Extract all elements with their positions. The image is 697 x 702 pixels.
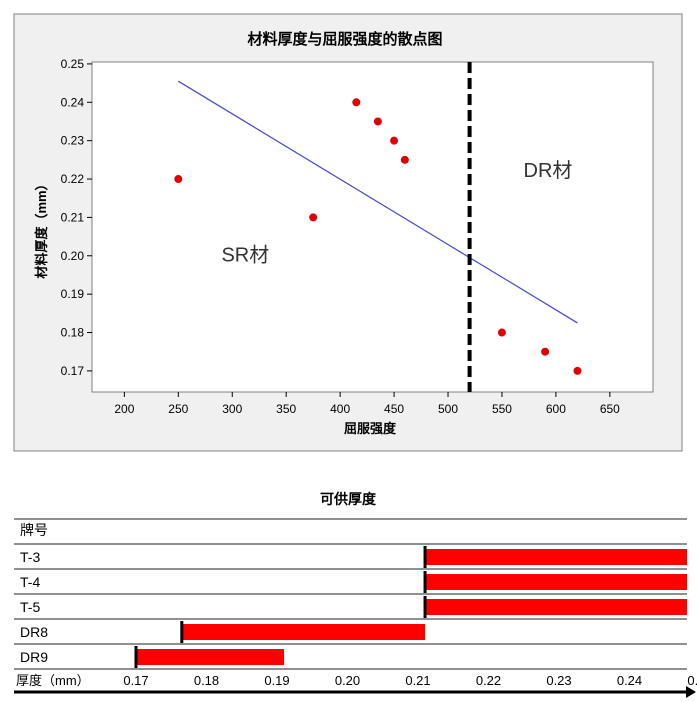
y-tick-label: 0.23 xyxy=(61,134,85,148)
header-label: 牌号 xyxy=(20,522,48,538)
thickness-axis-label: 厚度（mm） xyxy=(16,673,90,688)
scatter-point xyxy=(390,136,399,145)
thickness-tick-label: 0.22 xyxy=(476,673,501,688)
y-tick-label: 0.25 xyxy=(61,57,85,71)
x-axis-label: 屈服强度 xyxy=(344,421,397,436)
x-tick-label: 250 xyxy=(168,402,188,416)
y-tick-label: 0.18 xyxy=(61,326,85,340)
scatter-point xyxy=(309,213,318,222)
y-tick-label: 0.19 xyxy=(61,287,85,301)
row-label: DR9 xyxy=(20,649,48,665)
y-axis-ticks: 0.17 0.18 0.19 0.20 0.21 0.22 0.23 0.24 0.25 xyxy=(61,57,92,378)
availability-bar xyxy=(425,599,687,615)
availability-title: 可供厚度 xyxy=(320,491,377,507)
y-axis-label: 材料厚度（mm） xyxy=(34,177,49,278)
scatter-point xyxy=(541,347,550,356)
y-tick-label: 0.21 xyxy=(61,210,85,224)
y-tick-label: 0.24 xyxy=(61,95,85,109)
x-tick-label: 650 xyxy=(600,402,620,416)
plot-area xyxy=(91,61,654,393)
scatter-point xyxy=(497,328,506,337)
x-tick-label: 350 xyxy=(276,402,296,416)
x-tick-label: 450 xyxy=(384,402,404,416)
scatter-chart: 材料厚度与屈服强度的散点图 屈服强度 材料厚度（mm） 200 250 300 350… xyxy=(13,13,683,452)
x-tick-label: 600 xyxy=(546,402,566,416)
x-tick-label: 500 xyxy=(438,402,458,416)
y-tick-label: 0.17 xyxy=(61,364,85,378)
y-tick-label: 0.20 xyxy=(61,249,85,263)
row-label: DR8 xyxy=(20,624,48,640)
availability-bar xyxy=(425,574,687,590)
x-tick-label: 550 xyxy=(492,402,512,416)
thickness-tick-label: 0.23 xyxy=(546,673,571,688)
availability-bar xyxy=(181,624,426,640)
thickness-tick-label: 0.17 xyxy=(123,673,148,688)
scatter-point xyxy=(573,366,582,375)
scatter-point xyxy=(373,117,382,126)
x-tick-label: 300 xyxy=(222,402,242,416)
chart-title: 材料厚度与屈服强度的散点图 xyxy=(247,30,442,48)
trend-line xyxy=(177,80,578,324)
scatter-point xyxy=(352,98,361,107)
scatter-point xyxy=(400,155,409,164)
thickness-tick-label: 0.21 xyxy=(405,673,430,688)
sr-annotation: SR材 xyxy=(221,244,269,267)
thickness-tick-label: 0.20 xyxy=(335,673,360,688)
dr-annotation: DR材 xyxy=(524,159,573,182)
availability-bar xyxy=(425,549,687,565)
availability-bar xyxy=(136,649,285,665)
row-lines xyxy=(14,518,687,670)
thickness-tick-label: 0.25 xyxy=(687,673,697,688)
thickness-ticks: 0.17 0.18 0.19 0.20 0.21 0.22 0.23 0.24 0.25 xyxy=(123,673,697,688)
thickness-tick-label: 0.18 xyxy=(194,673,219,688)
y-tick-label: 0.22 xyxy=(61,172,85,186)
row-label: T-4 xyxy=(20,574,40,590)
availability-rows: T-3 T-4 T-5 DR8 DR9 xyxy=(20,546,687,668)
row-label: T-5 xyxy=(20,599,40,615)
thickness-tick-label: 0.19 xyxy=(264,673,289,688)
x-tick-label: 400 xyxy=(330,402,350,416)
axis-arrow-icon xyxy=(686,686,696,698)
x-tick-label: 200 xyxy=(114,402,134,416)
scatter-marks xyxy=(174,62,582,392)
thickness-tick-label: 0.24 xyxy=(617,673,642,688)
x-axis-ticks: 200 250 300 350 400 450 500 550 600 650 xyxy=(114,392,620,416)
row-label: T-3 xyxy=(20,549,40,565)
scatter-point xyxy=(174,175,183,184)
